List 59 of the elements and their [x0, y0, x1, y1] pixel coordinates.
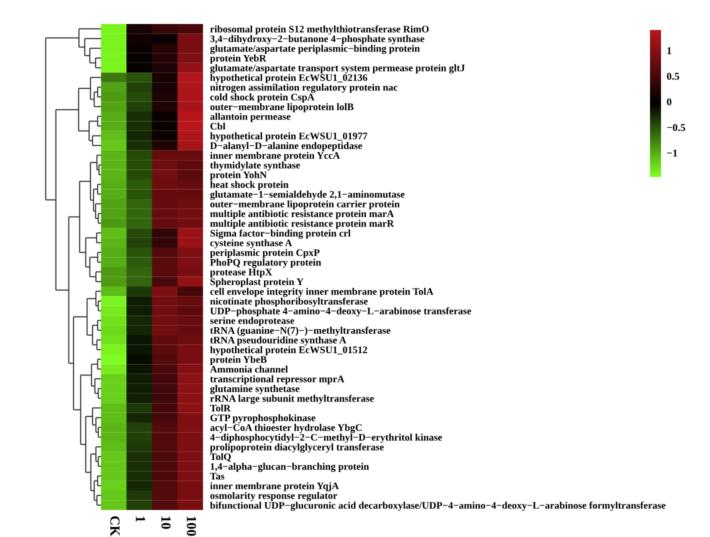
color-bar-label: 0.5	[666, 72, 680, 80]
y-tick-label: multiple antibiotic resistance protein marR	[210, 220, 394, 229]
y-tick-label: nitrogen assimilation regulatory protein nac	[210, 84, 398, 93]
y-tick-label: tRNA (guanine−N(7)−)−methyltransferase	[210, 326, 390, 336]
y-tick-label: cold shock protein CspA	[210, 93, 314, 102]
y-tick-label: bifunctional UDP−glucuronic acid decarboxylase/UDP−4−amino−4−deoxy−L−arabinose formyltransferase	[210, 502, 666, 511]
x-tick-label: CK	[110, 516, 120, 536]
y-tick-label: 3,4−dihydroxy−2−butanone 4−phosphate synthase	[210, 35, 424, 44]
y-tick-label: PhoPQ regulatory protein	[210, 258, 322, 268]
y-tick-label: osmolarity response regulator	[210, 492, 338, 502]
y-tick-label: hypothetical protein EcWSU1_01512	[210, 346, 368, 356]
y-tick-label: outer−membrane lipoprotein carrier protein	[210, 200, 400, 210]
y-tick-label: glutamate/aspartate transport system permease protein gltJ	[210, 64, 465, 74]
y-tick-label: periplasmic protein CpxP	[210, 248, 320, 258]
y-tick-label: D−alanyl−D−alanine endopeptidase	[210, 142, 362, 152]
y-tick-label: tRNA pseudouridine synthase A	[210, 336, 346, 346]
y-tick-label: protease HtpX	[210, 268, 272, 278]
y-tick-label: Sigma factor−binding protein crl	[210, 229, 351, 239]
y-tick-label: serine endoprotease	[210, 316, 294, 326]
color-bar-label: 0	[666, 98, 672, 106]
y-tick-label: allantoin permease	[210, 112, 291, 122]
y-tick-label: TolR	[210, 404, 231, 412]
y-tick-label: heat shock protein	[210, 180, 289, 190]
y-tick-label: Cbl	[210, 122, 226, 130]
y-tick-label: protein YebR	[210, 54, 266, 64]
y-tick-label: glutamate/aspartate periplasmic−binding protein	[210, 44, 420, 54]
y-tick-label: glutamate−1−semialdehyde 2,1−aminomutase	[210, 190, 405, 200]
y-tick-label: Tas	[210, 472, 224, 480]
y-tick-label: cysteine synthase A	[210, 239, 292, 248]
y-tick-label: multiple antibiotic resistance protein marA	[210, 210, 394, 220]
y-tick-label: thymidylate synthase	[210, 161, 300, 171]
color-bar-label: −0.5	[667, 124, 686, 132]
y-tick-label: GTP pyrophosphokinase	[210, 414, 316, 424]
y-tick-label: ribosomal protein S12 methylthiotransferase RimO	[210, 25, 429, 35]
y-tick-label: inner membrane protein YccA	[210, 152, 340, 161]
y-tick-label: hypothetical protein EcWSU1_01977	[210, 132, 368, 142]
y-tick-label: Spheroplast protein Y	[210, 278, 304, 288]
y-tick-label: rRNA large subunit methyltransferase	[210, 394, 374, 404]
y-tick-label: prolipoprotein diacylglyceryl transferase	[210, 443, 384, 453]
y-tick-label: 1,4−alpha−glucan−branching protein	[210, 462, 369, 472]
color-bar-label: −1	[667, 150, 678, 157]
y-tick-label: protein YohN	[210, 171, 267, 180]
y-tick-label: UDP−phosphate 4−amino−4−deoxy−L−arabinose transferase	[210, 307, 472, 316]
y-tick-label: outer−membrane lipoprotein lolB	[210, 103, 354, 112]
y-tick-label: 4−diphosphocytidyl−2−C−methyl−D−erythritol kinase	[210, 434, 442, 443]
y-tick-label: Ammonia channel	[210, 366, 288, 373]
y-tick-label: TolQ	[210, 453, 231, 462]
y-tick-label: inner membrane protein YqjA	[210, 482, 339, 492]
x-tick-label: 10	[161, 516, 171, 529]
color-bar-label: 1	[667, 47, 672, 54]
x-tick-label: 100	[186, 516, 196, 536]
y-tick-label: cell envelope integrity inner membrane protein TolA	[210, 288, 434, 297]
x-tick-label: 1	[136, 516, 146, 522]
y-tick-label: transcriptional repressor mprA	[210, 375, 344, 384]
y-tick-label: glutamine synthetase	[210, 385, 300, 394]
y-tick-label: hypothetical protein EcWSU1_02136	[210, 74, 368, 84]
y-tick-label: protein YbeB	[210, 356, 267, 365]
y-tick-label: nicotinate phosphoribosyltransferase	[210, 298, 368, 307]
y-tick-label: acyl−CoA thioester hydrolase YbgC	[210, 424, 362, 434]
